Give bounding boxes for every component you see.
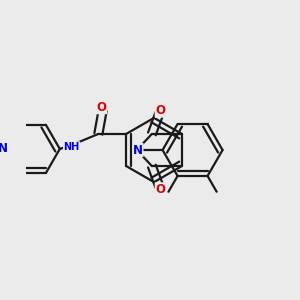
Text: O: O xyxy=(97,101,106,114)
Text: O: O xyxy=(155,183,165,196)
Text: N: N xyxy=(133,143,143,157)
Text: NH: NH xyxy=(64,142,80,152)
Text: N: N xyxy=(0,142,8,155)
Text: O: O xyxy=(155,104,165,117)
